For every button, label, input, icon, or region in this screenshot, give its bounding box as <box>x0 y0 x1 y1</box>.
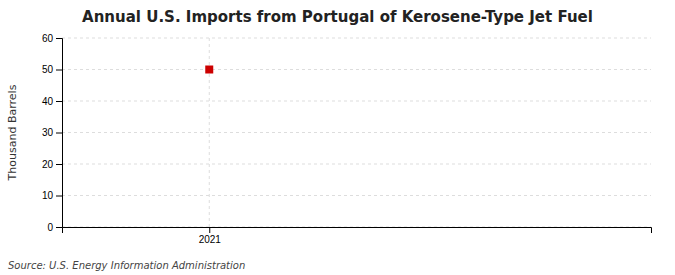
tick: 60 <box>42 33 62 44</box>
y-axis: 0 10 20 30 40 50 60 <box>42 33 63 233</box>
tick-mark <box>209 227 210 233</box>
tick-label: 50 <box>42 64 54 75</box>
grid <box>62 38 651 227</box>
grid-line <box>62 69 651 70</box>
grid-line <box>62 38 651 39</box>
point <box>205 66 213 74</box>
tick-mark <box>56 101 62 102</box>
tick-label: 2021 <box>199 234 222 245</box>
grid-line <box>62 195 651 196</box>
tick-mark <box>56 164 62 165</box>
tick-mark <box>56 38 62 39</box>
title: Annual U.S. Imports from Portugal of Ker… <box>82 8 593 26</box>
tick-mark <box>56 133 62 134</box>
grid-line <box>62 101 651 102</box>
tick: 40 <box>42 96 62 107</box>
source: Source: U.S. Energy Information Administ… <box>8 260 245 271</box>
tick: 10 <box>42 190 62 201</box>
tick-label: 40 <box>42 96 54 107</box>
plot-area <box>205 66 213 74</box>
axis-line <box>63 228 652 234</box>
tick: 0 <box>47 222 62 233</box>
tick: 20 <box>42 159 62 170</box>
tick-mark <box>56 196 62 197</box>
tick: 2021 <box>199 227 222 245</box>
grid-line <box>62 164 651 165</box>
tick-label: 60 <box>42 33 54 44</box>
tick-label: 20 <box>42 159 54 170</box>
x-axis: 2021 <box>63 227 652 245</box>
axis-line <box>56 39 63 228</box>
tick-label: 0 <box>47 222 53 233</box>
chart: 2021 0 10 20 30 40 50 60 Annual U.S. Imports fro… <box>0 0 675 275</box>
tick-mark <box>56 70 62 71</box>
grid-line <box>62 132 651 133</box>
tick-label: 10 <box>42 190 54 201</box>
tick: 50 <box>42 64 62 75</box>
tick-mark <box>56 227 62 228</box>
tick: 30 <box>42 127 62 138</box>
y-axis-title: Thousand Barrels <box>6 84 19 181</box>
tick-label: 30 <box>42 127 54 138</box>
